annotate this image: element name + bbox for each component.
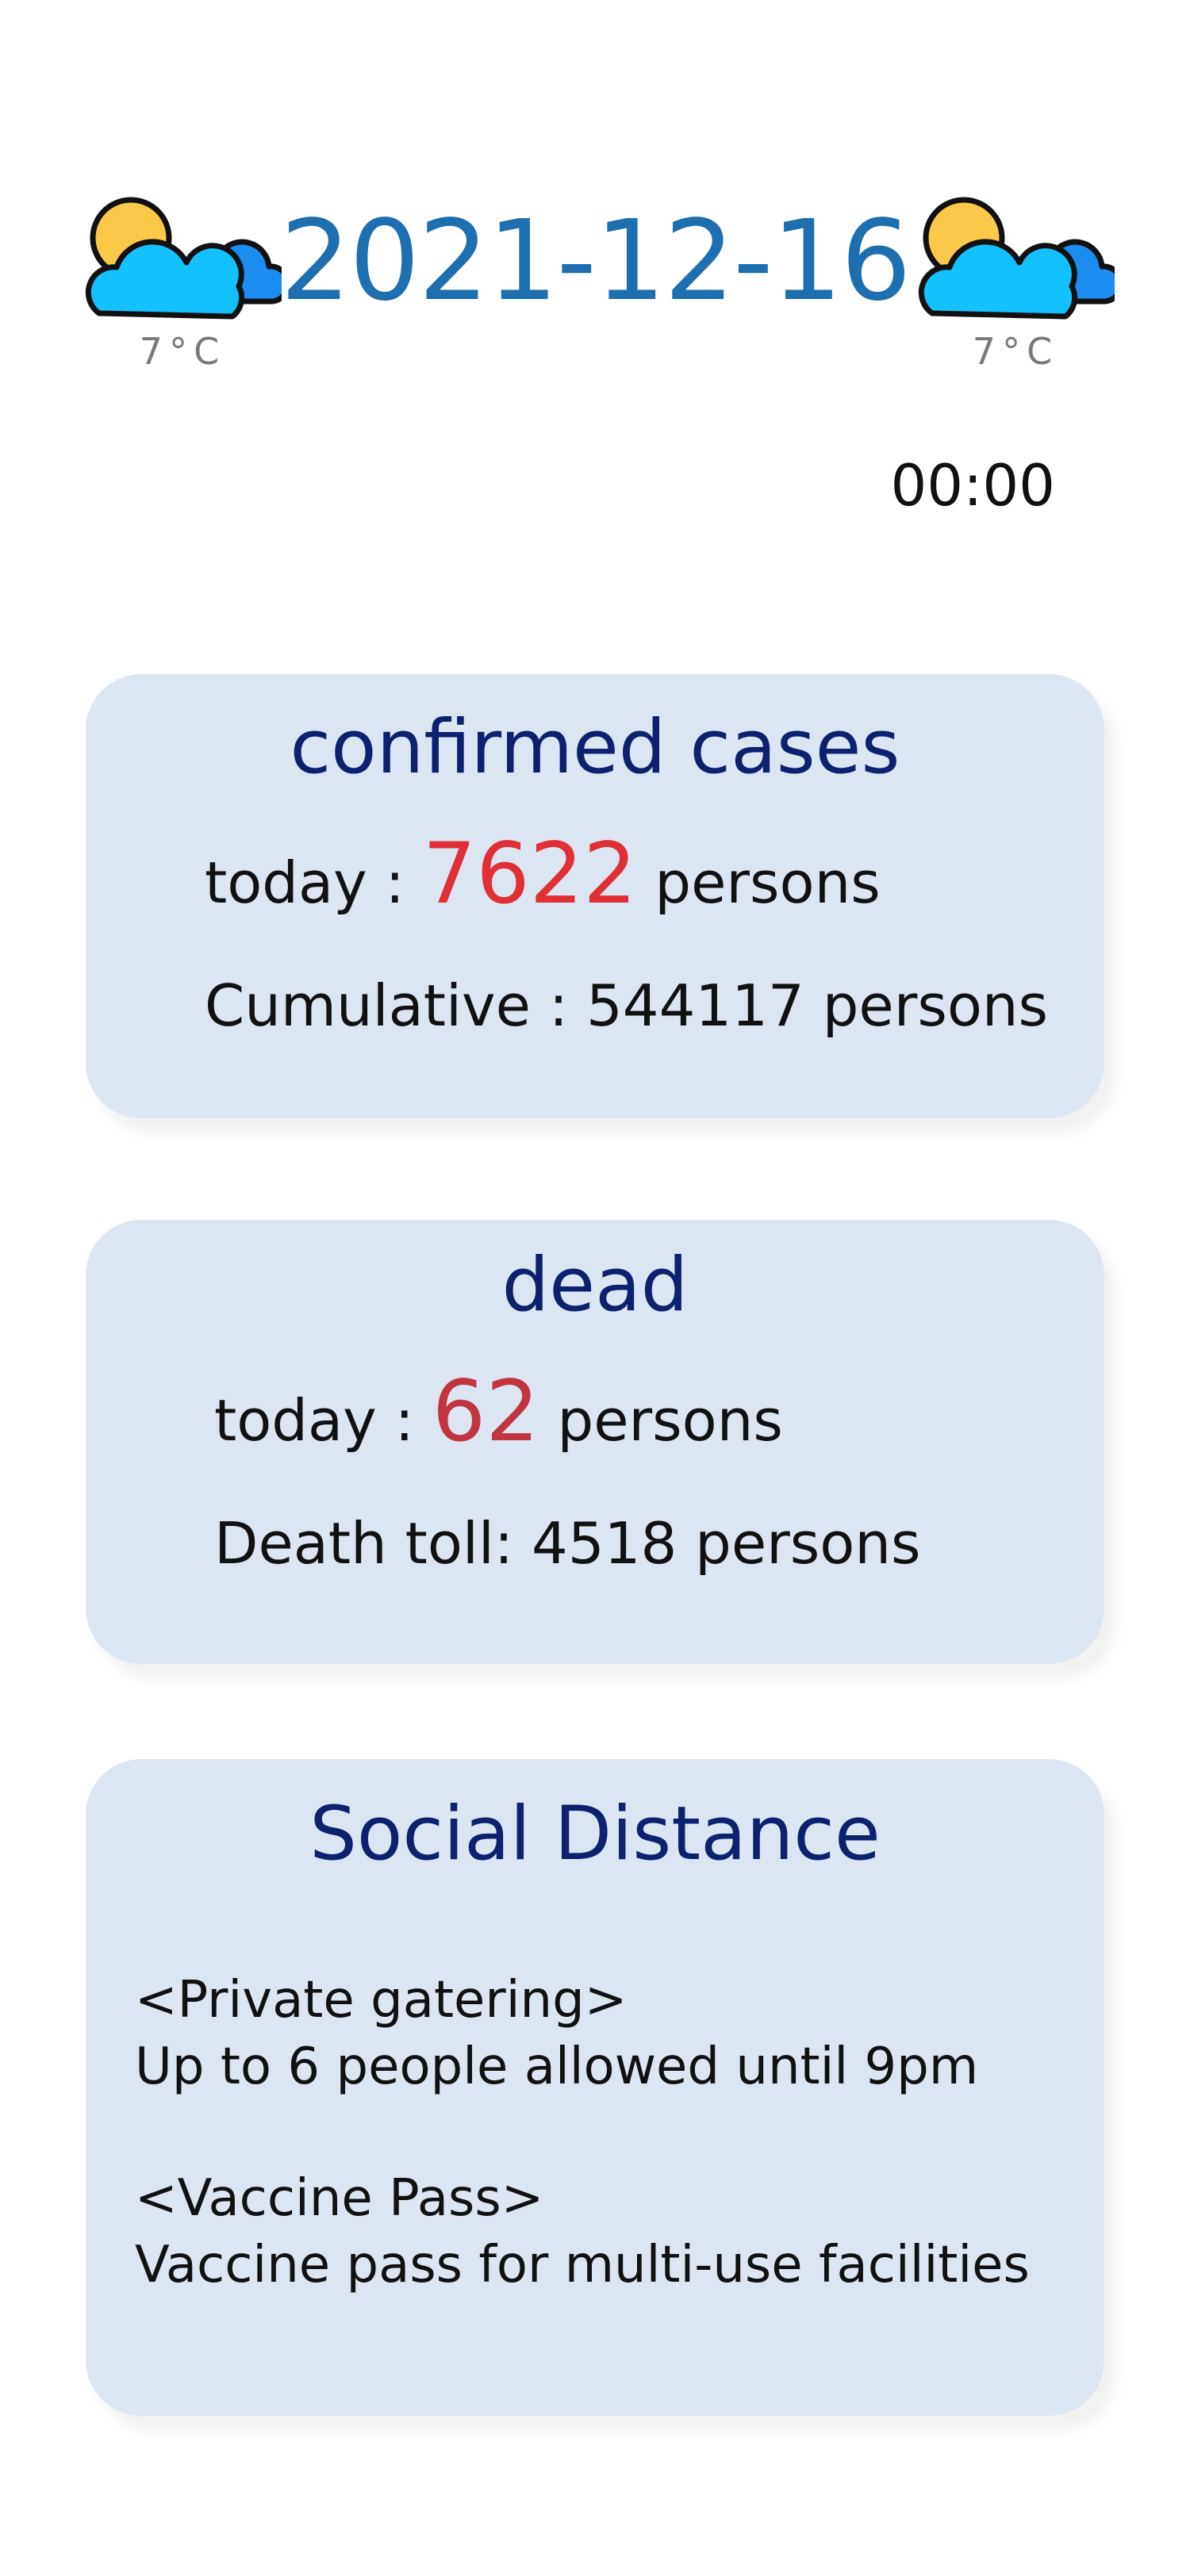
confirmed-today-prefix: today :	[205, 849, 405, 916]
temperature-left: 7°C	[139, 330, 226, 373]
rule-heading: <Vaccine Pass>	[135, 2169, 544, 2228]
social-distance-card: Social Distance <Private gatering> Up to…	[86, 1759, 1104, 2416]
rule-private-gathering: <Private gatering> Up to 6 people allowe…	[135, 1967, 978, 2100]
rule-text: Vaccine pass for multi-use facilities	[135, 2236, 1030, 2294]
partly-cloudy-icon	[918, 197, 1115, 320]
weather-right: 7°C	[912, 190, 1119, 373]
confirmed-cases-title: confirmed cases	[290, 704, 900, 791]
death-toll: Death toll: 4518 persons	[214, 1510, 921, 1577]
weather-left: 7°C	[79, 190, 286, 373]
dead-today-suffix: persons	[557, 1387, 783, 1454]
dead-title: dead	[501, 1242, 689, 1328]
temperature-right: 7°C	[972, 330, 1059, 373]
confirmed-today-line: today : 7622 persons	[205, 825, 881, 922]
confirmed-today-suffix: persons	[654, 849, 881, 916]
date-title: 2021-12-16	[280, 197, 912, 326]
header: 7°C 2021-12-16 7°C 00:00	[0, 0, 1190, 555]
clock-time: 00:00	[890, 452, 1056, 519]
dead-today-value: 62	[432, 1363, 539, 1460]
dead-today-prefix: today :	[214, 1387, 414, 1454]
rule-heading: <Private gatering>	[135, 1971, 628, 2030]
rule-vaccine-pass: <Vaccine Pass> Vaccine pass for multi-us…	[135, 2165, 1030, 2298]
confirmed-cases-card: confirmed cases today : 7622 persons Cum…	[86, 674, 1104, 1118]
confirmed-cumulative: Cumulative : 544117 persons	[205, 972, 1049, 1039]
confirmed-today-value: 7622	[422, 825, 637, 922]
rule-text: Up to 6 people allowed until 9pm	[135, 2037, 979, 2096]
dead-today-line: today : 62 persons	[214, 1363, 783, 1460]
dead-card: dead today : 62 persons Death toll: 4518…	[86, 1220, 1104, 1664]
partly-cloudy-icon	[85, 197, 282, 320]
social-distance-title: Social Distance	[309, 1791, 881, 1877]
